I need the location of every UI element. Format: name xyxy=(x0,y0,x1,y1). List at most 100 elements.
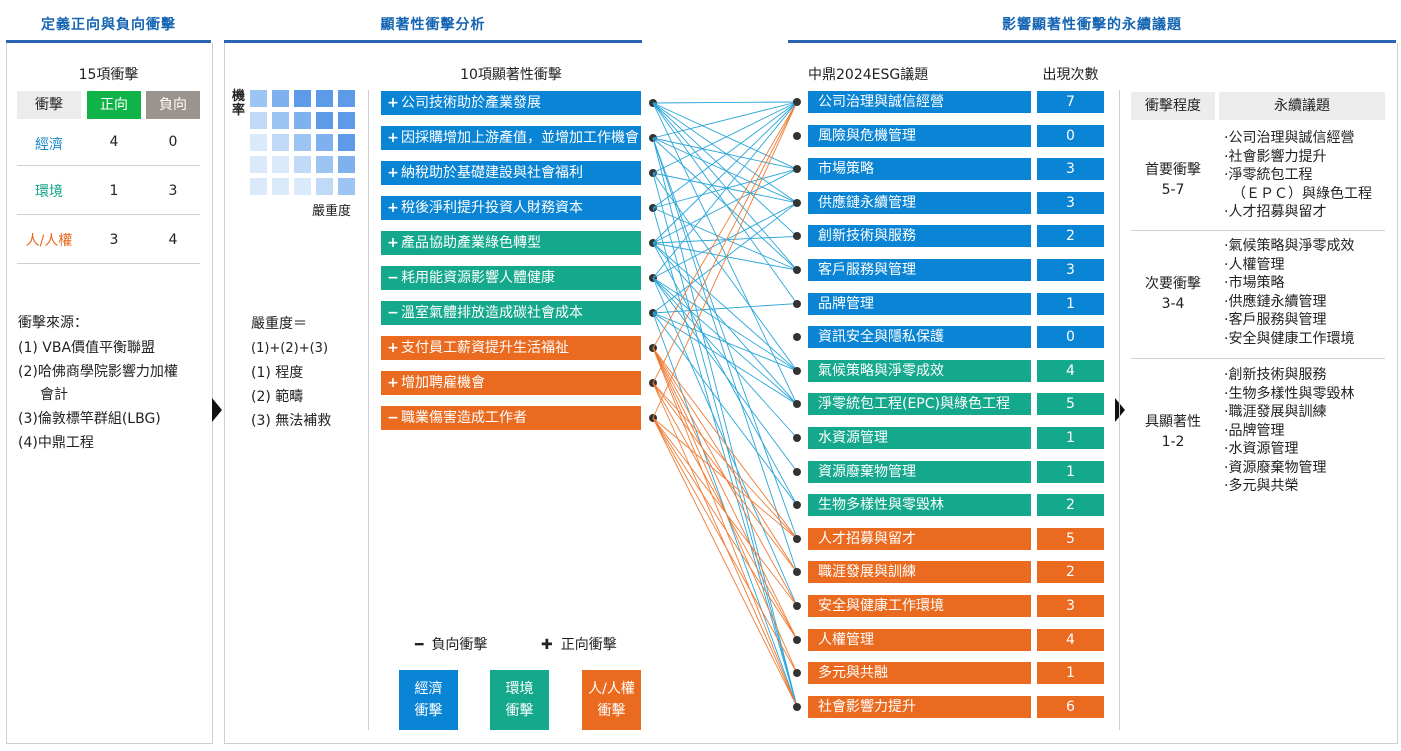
legend-economy-line1: 經濟 xyxy=(414,681,443,697)
impact-label: 納稅助於基礎建設與社會福利 xyxy=(401,165,583,181)
impact-topic-link xyxy=(652,347,798,707)
count-title: 出現次數 xyxy=(1042,67,1099,83)
impact-item: + 因採購增加上游產值，並增加工作機會 xyxy=(381,126,641,150)
matrix-cell xyxy=(272,178,289,195)
matrix-cell xyxy=(272,112,289,129)
connector-dot xyxy=(793,165,801,174)
impact-topic-link xyxy=(652,417,798,708)
legend-positive: ✚ 正向衝擊 xyxy=(541,634,617,654)
impact-topic-link xyxy=(652,277,798,472)
impact-topic-link xyxy=(652,168,798,209)
topic-item: 市場策略 xyxy=(808,158,1031,181)
impact-label: 公司技術助於產業發展 xyxy=(401,95,541,111)
plus-icon: + xyxy=(387,95,399,111)
matrix-cell xyxy=(316,134,333,151)
impact-topic-link xyxy=(652,101,798,384)
severity-formula: (1)+(2)+(3) xyxy=(251,341,329,356)
list-item: ·氣候策略與淨零成效 xyxy=(1224,238,1355,254)
topics-header: 永續議題 xyxy=(1219,92,1385,120)
topic-count: 3 xyxy=(1037,191,1104,214)
impact-topic-link xyxy=(652,347,798,540)
impact-item: + 納稅助於基礎建設與社會福利 xyxy=(381,161,641,185)
list-item: ·資源廢棄物管理 xyxy=(1224,459,1327,476)
impact-topic-link xyxy=(652,207,798,707)
topic-item: 創新技術與服務 xyxy=(808,225,1031,248)
row-economy-negative: 0 xyxy=(168,134,178,150)
primary-topics: ·公司治理與誠信經營 ·社會影響力提升 ·淨零統包工程 （ＥＰＣ）與綠色工程 ·… xyxy=(1224,129,1372,222)
severity-item: (2) 範疇 xyxy=(251,389,304,405)
source-item: (2)哈佛商學院影響力加權 xyxy=(18,364,178,380)
impact-label: 增加聘雇機會 xyxy=(401,375,485,391)
impact-topic-link xyxy=(652,168,798,244)
connector-dot xyxy=(793,635,801,644)
impact-topic-link xyxy=(652,242,798,372)
legend-positive-label: 正向衝擊 xyxy=(560,637,617,653)
matrix-cell xyxy=(272,156,289,173)
matrix-cell xyxy=(316,90,333,107)
right-section-title: 影響顯著性衝擊的永續議題 xyxy=(1002,17,1182,33)
severity-item: (3) 無法補救 xyxy=(251,413,332,429)
matrix-cell xyxy=(250,112,267,129)
topic-item: 人權管理 xyxy=(808,628,1031,651)
row-people-label: 人/人權 xyxy=(25,233,73,249)
divider xyxy=(1131,230,1385,231)
impact-topic-link xyxy=(652,137,798,170)
row-people-negative: 4 xyxy=(168,232,178,248)
topic-item: 客戶服務與管理 xyxy=(808,259,1031,281)
impact-item: − 溫室氣體排放造成碳社會成本 xyxy=(381,301,641,325)
matrix-cell xyxy=(294,112,311,129)
source-item: (3)倫敦標竿群組(LBG) xyxy=(18,411,161,427)
topic-item: 社會影響力提升 xyxy=(808,695,1031,718)
row-economy-positive: 4 xyxy=(109,134,119,150)
connector-dot xyxy=(793,602,801,610)
list-item: ·人才招募與留才 xyxy=(1224,204,1327,220)
left-section-rule xyxy=(6,40,211,43)
matrix-y-label: 機率 xyxy=(232,89,246,118)
legend-people-line1: 人/人權 xyxy=(588,681,635,697)
secondary-topics: ·氣候策略與淨零成效 ·人權管理 ·市場策略 ·供應鏈永續管理 ·客戶服務與管理… xyxy=(1224,237,1354,348)
topic-item: 多元與共融 xyxy=(808,662,1031,685)
connector-dot xyxy=(793,400,801,409)
matrix-x-label: 嚴重度 xyxy=(312,204,352,219)
impact-topic-link xyxy=(652,172,798,707)
level-secondary: 次要衝擊 3-4 xyxy=(1131,274,1215,314)
legend-economy-line2: 衝擊 xyxy=(414,703,443,719)
connector-dot xyxy=(793,266,801,274)
divider xyxy=(17,214,200,215)
impact-topic-link xyxy=(652,137,798,539)
topic-item: 資訊安全與隱私保護 xyxy=(808,326,1031,349)
impact-label: 稅後淨利提升投資人財務資本 xyxy=(401,200,583,216)
impact-topic-link xyxy=(652,382,798,540)
impact-label: 耗用能資源影響人體健康 xyxy=(401,270,555,286)
impact-topic-link xyxy=(652,242,798,271)
arrow-right-icon xyxy=(212,398,222,422)
row-environment-positive: 1 xyxy=(109,183,119,199)
list-item: ·職涯發展與訓練 xyxy=(1224,404,1327,420)
matrix-cell xyxy=(338,156,355,173)
matrix-cell xyxy=(338,90,355,107)
impact-topic-link xyxy=(652,277,798,372)
list-item: ·品牌管理 xyxy=(1224,422,1285,439)
impact-topic-link xyxy=(652,172,798,204)
list-item: ·人權管理 xyxy=(1224,256,1285,273)
matrix-cell xyxy=(316,156,333,173)
plus-icon: + xyxy=(387,235,399,251)
impact-topic-link xyxy=(652,137,798,573)
impact-item: − 耗用能資源影響人體健康 xyxy=(381,266,641,290)
impact-topic-link xyxy=(652,417,798,607)
matrix-cell xyxy=(272,134,289,151)
topic-count: 1 xyxy=(1037,292,1104,315)
list-item: ·供應鏈永續管理 xyxy=(1224,293,1327,310)
impact-topic-link xyxy=(652,101,798,139)
left-panel xyxy=(6,43,213,744)
connector-dot xyxy=(793,434,801,442)
matrix-cell xyxy=(316,112,333,129)
matrix-cell xyxy=(294,90,311,107)
impact-topic-link xyxy=(652,202,798,314)
connector-dot xyxy=(793,232,801,241)
legend-negative: ━ 負向衝擊 xyxy=(415,634,487,654)
plus-icon: + xyxy=(387,340,399,356)
topic-item: 風險與危機管理 xyxy=(808,124,1031,147)
topic-item: 職涯發展與訓練 xyxy=(808,561,1031,584)
plus-icon: + xyxy=(387,130,399,146)
